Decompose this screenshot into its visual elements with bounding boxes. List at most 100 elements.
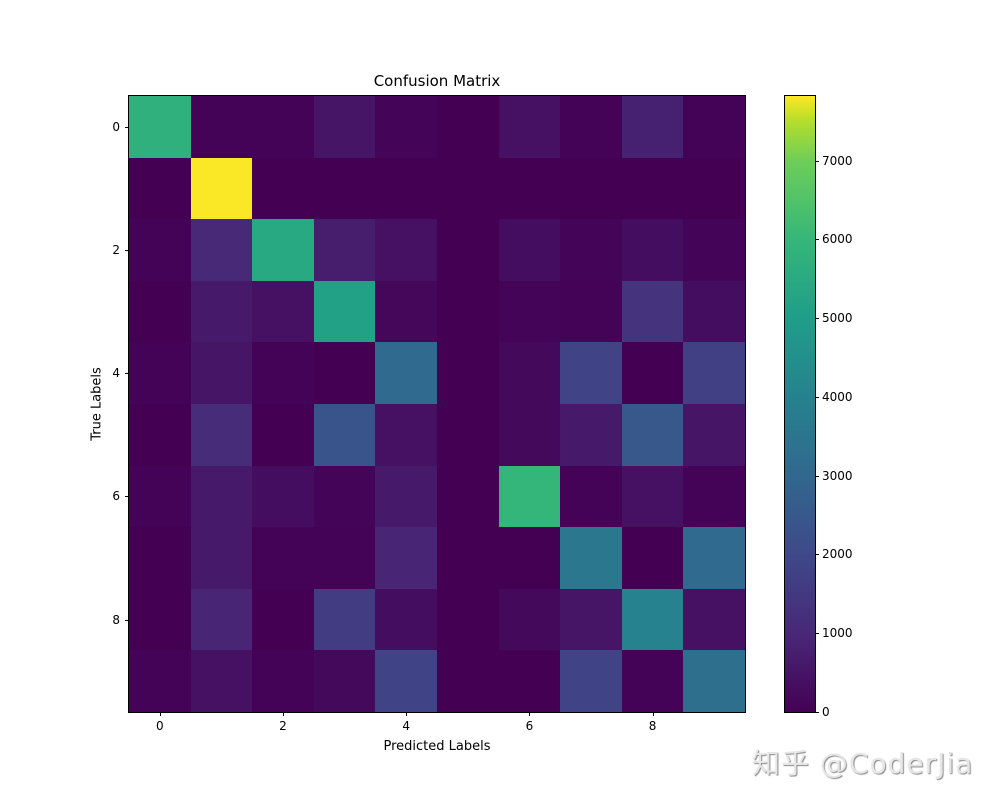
matrix-cell — [560, 465, 622, 528]
matrix-cell — [252, 527, 314, 589]
matrix-cell — [683, 219, 745, 281]
matrix-cell — [560, 342, 622, 404]
chart-title: Confusion Matrix — [373, 72, 501, 90]
matrix-cell — [621, 403, 684, 466]
matrix-cell — [560, 280, 622, 343]
matrix-cell — [436, 342, 499, 404]
matrix-cell — [313, 588, 376, 651]
matrix-cell — [190, 219, 253, 281]
matrix-cell — [498, 219, 561, 281]
matrix-cell — [683, 403, 745, 466]
matrix-cell — [683, 342, 745, 404]
matrix-cell — [560, 403, 622, 466]
y-tick-label: 2 — [80, 243, 129, 257]
matrix-cell — [560, 157, 622, 220]
x-axis-label: Predicted Labels — [383, 739, 491, 754]
y-tick-label: 8 — [80, 613, 129, 627]
matrix-cell — [313, 527, 376, 589]
matrix-cell — [498, 465, 561, 528]
matrix-cell — [436, 527, 499, 589]
colorbar-tick-label: 2000 — [815, 547, 853, 562]
matrix-cell — [190, 157, 253, 220]
matrix-cell — [436, 588, 499, 651]
watermark: 知乎 @CoderJia — [752, 747, 974, 780]
x-tick-label: 0 — [140, 712, 180, 733]
matrix-cell — [683, 465, 745, 528]
colorbar-tick-label: 0 — [815, 705, 830, 719]
matrix-cell — [560, 219, 622, 281]
matrix-cell — [560, 650, 622, 712]
colorbar-tick-label: 6000 — [815, 232, 853, 247]
matrix-cell — [252, 650, 314, 712]
colorbar-tick-label: 5000 — [815, 311, 853, 326]
matrix-cell — [683, 280, 745, 343]
matrix-cell — [375, 465, 437, 528]
colorbar-tick-label: 3000 — [815, 468, 853, 483]
matrix-cell — [313, 465, 376, 528]
y-tick-label: 0 — [80, 120, 129, 134]
matrix-cell — [621, 96, 684, 158]
matrix-cell — [129, 157, 191, 220]
matrix-cell — [375, 157, 437, 220]
matrix-cell — [129, 527, 191, 589]
matrix-cell — [252, 219, 314, 281]
colorbar — [784, 95, 816, 713]
matrix-cell — [313, 280, 376, 343]
matrix-cell — [621, 280, 684, 343]
matrix-cell — [190, 650, 253, 712]
matrix-cell — [683, 588, 745, 651]
x-tick-label: 4 — [386, 712, 426, 733]
matrix-cell — [129, 650, 191, 712]
matrix-cell — [129, 465, 191, 528]
matrix-cell — [252, 403, 314, 466]
matrix-cell — [375, 342, 437, 404]
matrix-cell — [190, 403, 253, 466]
matrix-cell — [129, 588, 191, 651]
matrix-cell — [252, 280, 314, 343]
matrix-cell — [498, 588, 561, 651]
matrix-cell — [190, 96, 253, 158]
matrix-cell — [683, 650, 745, 712]
matrix-cell — [190, 588, 253, 651]
matrix-cell — [375, 650, 437, 712]
y-tick-label: 6 — [80, 489, 129, 503]
matrix-cell — [498, 403, 561, 466]
matrix-cell — [621, 650, 684, 712]
matrix-cell — [498, 96, 561, 158]
matrix-cell — [560, 96, 622, 158]
matrix-cell — [436, 219, 499, 281]
matrix-cell — [252, 465, 314, 528]
colorbar-tick-label: 7000 — [815, 153, 853, 168]
matrix-cell — [621, 342, 684, 404]
matrix-cell — [190, 342, 253, 404]
confusion-matrix-heatmap — [128, 95, 746, 713]
matrix-cell — [621, 588, 684, 651]
matrix-cell — [313, 650, 376, 712]
matrix-cell — [683, 527, 745, 589]
matrix-cell — [313, 219, 376, 281]
matrix-cell — [436, 280, 499, 343]
y-axis-label: True Labels — [89, 367, 105, 441]
matrix-cell — [375, 280, 437, 343]
matrix-cell — [313, 403, 376, 466]
x-tick-label: 8 — [633, 712, 673, 733]
matrix-cell — [129, 280, 191, 343]
matrix-cell — [129, 342, 191, 404]
matrix-cell — [436, 96, 499, 158]
matrix-cell — [252, 157, 314, 220]
matrix-cell — [129, 403, 191, 466]
matrix-cell — [621, 527, 684, 589]
matrix-cell — [375, 588, 437, 651]
matrix-cell — [498, 650, 561, 712]
matrix-cell — [190, 527, 253, 589]
matrix-cell — [436, 650, 499, 712]
colorbar-tick-label: 4000 — [815, 389, 853, 404]
matrix-cell — [129, 219, 191, 281]
matrix-cell — [313, 342, 376, 404]
matrix-cell — [621, 219, 684, 281]
matrix-cell — [313, 157, 376, 220]
matrix-cell — [683, 157, 745, 220]
matrix-cell — [129, 96, 191, 158]
matrix-cell — [375, 527, 437, 589]
matrix-cell — [252, 342, 314, 404]
